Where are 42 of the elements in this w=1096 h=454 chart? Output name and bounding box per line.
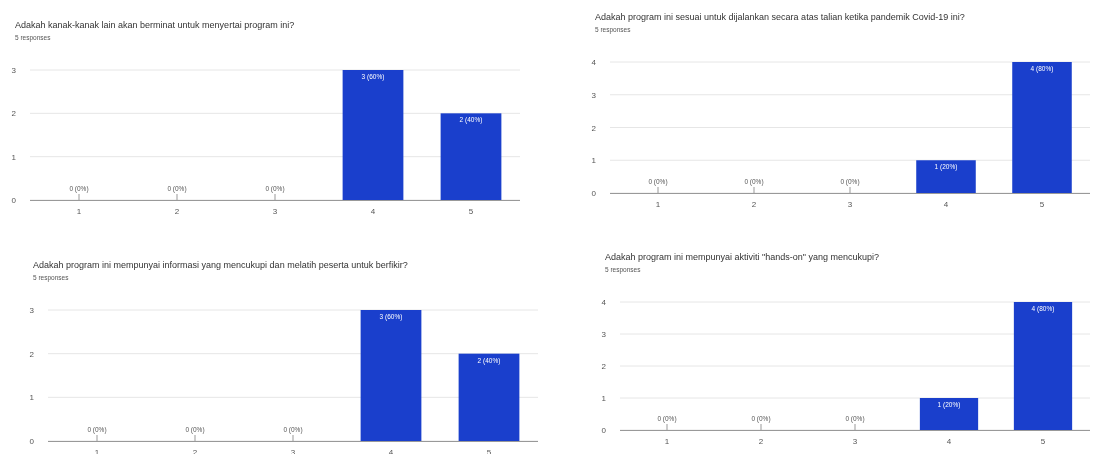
x-tick-label: 1 bbox=[76, 206, 82, 216]
x-tick-label: 2 bbox=[174, 206, 180, 216]
y-tick-label: 2 bbox=[601, 362, 607, 372]
x-tick-label: 5 bbox=[486, 447, 492, 454]
x-tick-label: 2 bbox=[758, 436, 764, 446]
y-tick-label: 2 bbox=[11, 109, 17, 119]
y-tick-label: 1 bbox=[601, 394, 607, 404]
y-tick-label: 0 bbox=[11, 196, 17, 206]
y-tick-label: 0 bbox=[29, 437, 35, 447]
y-tick-label: 1 bbox=[11, 152, 17, 162]
x-tick-label: 4 bbox=[946, 436, 952, 446]
x-tick-label: 5 bbox=[468, 206, 474, 216]
y-tick-label: 3 bbox=[601, 330, 607, 340]
y-tick-label: 1 bbox=[29, 393, 35, 403]
x-tick-label: 5 bbox=[1039, 199, 1045, 209]
y-tick-label: 2 bbox=[591, 123, 597, 133]
y-tick-label: 2 bbox=[29, 349, 35, 359]
y-tick-label: 3 bbox=[11, 66, 17, 76]
x-tick-label: 1 bbox=[94, 447, 100, 454]
y-tick-label: 4 bbox=[601, 298, 607, 308]
x-tick-label: 4 bbox=[370, 206, 376, 216]
x-tick-label: 3 bbox=[852, 436, 858, 446]
chart-title: Adakah program ini mempunyai aktiviti "hands-on" yang mencukupi? bbox=[605, 252, 880, 262]
x-tick-label: 5 bbox=[1040, 436, 1046, 446]
y-tick-label: 0 bbox=[591, 189, 597, 199]
x-tick-label: 1 bbox=[664, 436, 670, 446]
x-tick-label: 4 bbox=[943, 199, 949, 209]
chart-title: Adakah kanak-kanak lain akan berminat untuk menyertai program ini? bbox=[15, 20, 295, 30]
x-tick-label: 1 bbox=[655, 199, 661, 209]
x-tick-label: 3 bbox=[290, 447, 296, 454]
y-tick-label: 3 bbox=[591, 90, 597, 100]
y-tick-label: 4 bbox=[591, 58, 597, 68]
x-tick-label: 3 bbox=[272, 206, 278, 216]
y-tick-label: 0 bbox=[601, 426, 607, 436]
y-tick-label: 3 bbox=[29, 306, 35, 316]
x-tick-label: 2 bbox=[751, 199, 757, 209]
chart-title: Adakah program ini sesuai untuk dijalankan secara atas talian ketika pandemik Covid-19 ini? bbox=[595, 12, 965, 22]
x-tick-label: 4 bbox=[388, 447, 394, 454]
y-tick-label: 1 bbox=[591, 156, 597, 166]
x-tick-label: 3 bbox=[847, 199, 853, 209]
chart-title: Adakah program ini mempunyai informasi yang mencukupi dan melatih peserta untuk berfikir? bbox=[33, 260, 408, 270]
x-tick-label: 2 bbox=[192, 447, 198, 454]
